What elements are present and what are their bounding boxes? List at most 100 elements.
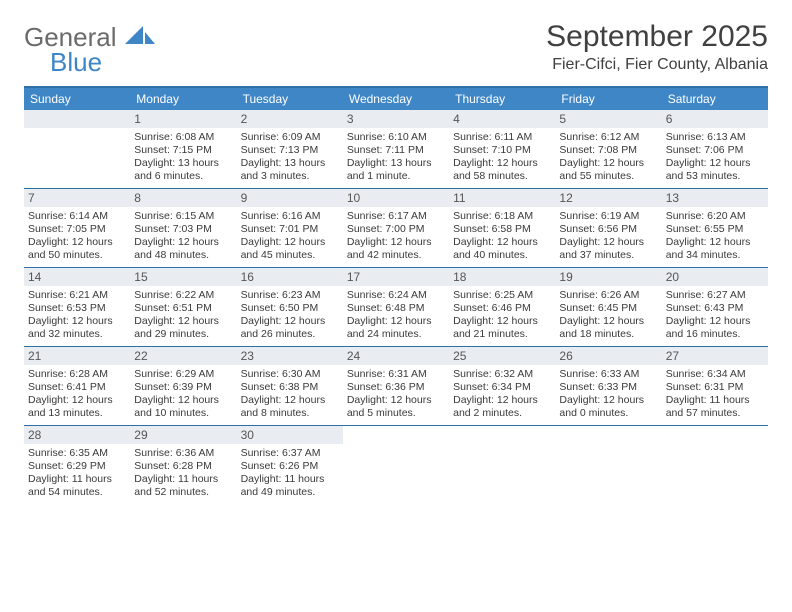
date-number: 18 (449, 268, 555, 286)
date-number: 20 (662, 268, 768, 286)
daylight2-text: and 48 minutes. (134, 249, 232, 262)
sunset-text: Sunset: 6:33 PM (559, 381, 657, 394)
daylight1-text: Daylight: 12 hours (134, 394, 232, 407)
daylight1-text: Daylight: 12 hours (559, 315, 657, 328)
daylight1-text: Daylight: 12 hours (453, 236, 551, 249)
sunset-text: Sunset: 7:11 PM (347, 144, 445, 157)
daylight2-text: and 24 minutes. (347, 328, 445, 341)
logo-word2: Blue (50, 49, 155, 75)
day-cell: 12Sunrise: 6:19 AMSunset: 6:56 PMDayligh… (555, 189, 661, 267)
day-cell: 1Sunrise: 6:08 AMSunset: 7:15 PMDaylight… (130, 110, 236, 188)
daylight1-text: Daylight: 12 hours (559, 157, 657, 170)
sunrise-text: Sunrise: 6:14 AM (28, 210, 126, 223)
sunset-text: Sunset: 6:26 PM (241, 460, 339, 473)
sunrise-text: Sunrise: 6:11 AM (453, 131, 551, 144)
date-number: 30 (237, 426, 343, 444)
day-cell: . (24, 110, 130, 188)
sunrise-text: Sunrise: 6:27 AM (666, 289, 764, 302)
daylight1-text: Daylight: 12 hours (453, 157, 551, 170)
daylight1-text: Daylight: 12 hours (347, 315, 445, 328)
sunrise-text: Sunrise: 6:16 AM (241, 210, 339, 223)
date-number: 4 (449, 110, 555, 128)
week-row: 7Sunrise: 6:14 AMSunset: 7:05 PMDaylight… (24, 189, 768, 268)
date-number: 7 (24, 189, 130, 207)
daylight1-text: Daylight: 12 hours (559, 236, 657, 249)
sunset-text: Sunset: 6:46 PM (453, 302, 551, 315)
date-number: 5 (555, 110, 661, 128)
daylight1-text: Daylight: 13 hours (347, 157, 445, 170)
date-number: 8 (130, 189, 236, 207)
calendar: Sunday Monday Tuesday Wednesday Thursday… (24, 86, 768, 504)
day-cell: 6Sunrise: 6:13 AMSunset: 7:06 PMDaylight… (662, 110, 768, 188)
day-cell: 28Sunrise: 6:35 AMSunset: 6:29 PMDayligh… (24, 426, 130, 504)
daylight2-text: and 21 minutes. (453, 328, 551, 341)
day-cell: 3 Sunrise: 6:10 AMSunset: 7:11 PMDaylight… (343, 110, 449, 188)
daylight2-text: and 58 minutes. (453, 170, 551, 183)
day-cell: 27Sunrise: 6:34 AMSunset: 6:31 PMDayligh… (662, 347, 768, 425)
sunrise-text: Sunrise: 6:37 AM (241, 447, 339, 460)
sunrise-text: Sunrise: 6:13 AM (666, 131, 764, 144)
daylight2-text: and 16 minutes. (666, 328, 764, 341)
sunrise-text: Sunrise: 6:19 AM (559, 210, 657, 223)
day-cell: 22Sunrise: 6:29 AMSunset: 6:39 PMDayligh… (130, 347, 236, 425)
date-number: 6 (662, 110, 768, 128)
sunrise-text: Sunrise: 6:18 AM (453, 210, 551, 223)
date-number: 24 (343, 347, 449, 365)
sunrise-text: Sunrise: 6:15 AM (134, 210, 232, 223)
date-number: . (24, 110, 130, 128)
daylight2-text: and 53 minutes. (666, 170, 764, 183)
day-cell: 11Sunrise: 6:18 AMSunset: 6:58 PMDayligh… (449, 189, 555, 267)
day-cell: 13Sunrise: 6:20 AMSunset: 6:55 PMDayligh… (662, 189, 768, 267)
daylight1-text: Daylight: 12 hours (666, 315, 764, 328)
daylight1-text: Daylight: 12 hours (453, 315, 551, 328)
daylight2-text: and 29 minutes. (134, 328, 232, 341)
day-header: Friday (555, 88, 661, 110)
date-number: 11 (449, 189, 555, 207)
sunset-text: Sunset: 6:29 PM (28, 460, 126, 473)
sunset-text: Sunset: 6:28 PM (134, 460, 232, 473)
daylight2-text: and 55 minutes. (559, 170, 657, 183)
date-number: 13 (662, 189, 768, 207)
day-header: Sunday (24, 88, 130, 110)
date-number: 22 (130, 347, 236, 365)
day-cell: 4Sunrise: 6:11 AMSunset: 7:10 PMDaylight… (449, 110, 555, 188)
daylight2-text: and 8 minutes. (241, 407, 339, 420)
daylight1-text: Daylight: 12 hours (666, 157, 764, 170)
sunrise-text: Sunrise: 6:29 AM (134, 368, 232, 381)
day-cell: 19Sunrise: 6:26 AMSunset: 6:45 PMDayligh… (555, 268, 661, 346)
sunset-text: Sunset: 6:56 PM (559, 223, 657, 236)
daylight2-text: and 1 minute. (347, 170, 445, 183)
sunset-text: Sunset: 7:13 PM (241, 144, 339, 157)
sunset-text: Sunset: 6:53 PM (28, 302, 126, 315)
date-number: 16 (237, 268, 343, 286)
sunrise-text: Sunrise: 6:26 AM (559, 289, 657, 302)
sunset-text: Sunset: 6:36 PM (347, 381, 445, 394)
sunset-text: Sunset: 6:38 PM (241, 381, 339, 394)
date-number: 2 (237, 110, 343, 128)
daylight1-text: Daylight: 12 hours (559, 394, 657, 407)
day-cell: 15Sunrise: 6:22 AMSunset: 6:51 PMDayligh… (130, 268, 236, 346)
sunrise-text: Sunrise: 6:30 AM (241, 368, 339, 381)
sunrise-text: Sunrise: 6:08 AM (134, 131, 232, 144)
sunrise-text: Sunrise: 6:09 AM (241, 131, 339, 144)
date-number: 14 (24, 268, 130, 286)
day-header-row: Sunday Monday Tuesday Wednesday Thursday… (24, 88, 768, 110)
sunset-text: Sunset: 6:55 PM (666, 223, 764, 236)
daylight2-text: and 37 minutes. (559, 249, 657, 262)
day-cell: 30Sunrise: 6:37 AMSunset: 6:26 PMDayligh… (237, 426, 343, 504)
week-row: 28Sunrise: 6:35 AMSunset: 6:29 PMDayligh… (24, 426, 768, 504)
daylight2-text: and 0 minutes. (559, 407, 657, 420)
sunrise-text: Sunrise: 6:10 AM (347, 131, 445, 144)
date-number: 17 (343, 268, 449, 286)
day-cell (449, 426, 555, 504)
sunrise-text: Sunrise: 6:25 AM (453, 289, 551, 302)
daylight2-text: and 2 minutes. (453, 407, 551, 420)
daylight2-text: and 52 minutes. (134, 486, 232, 499)
day-cell: 2Sunrise: 6:09 AMSunset: 7:13 PMDaylight… (237, 110, 343, 188)
sunset-text: Sunset: 6:51 PM (134, 302, 232, 315)
day-header: Saturday (662, 88, 768, 110)
daylight2-text: and 34 minutes. (666, 249, 764, 262)
date-number: 3 (343, 110, 449, 128)
sunset-text: Sunset: 6:50 PM (241, 302, 339, 315)
daylight1-text: Daylight: 12 hours (666, 236, 764, 249)
